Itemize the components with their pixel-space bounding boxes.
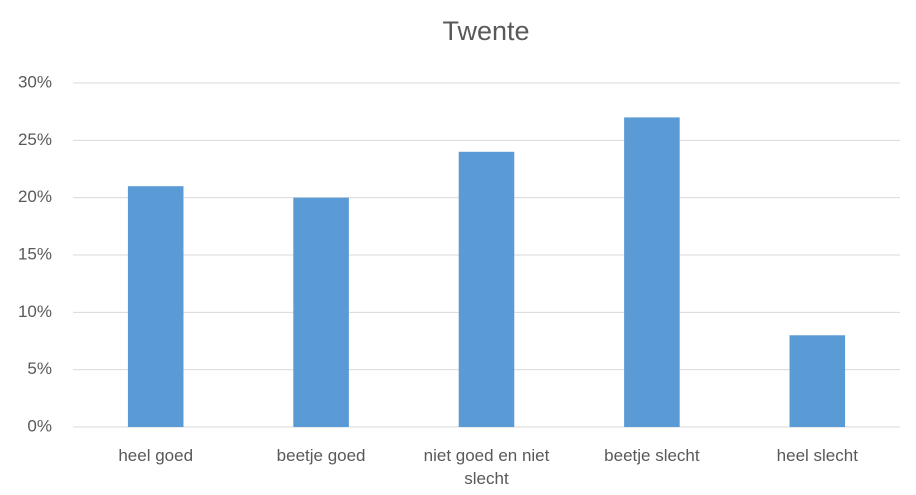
y-tick-label: 15%: [18, 244, 52, 263]
bar: [789, 335, 846, 427]
y-tick-label: 20%: [18, 187, 52, 206]
y-tick-label: 5%: [27, 359, 52, 378]
y-tick-label: 30%: [18, 72, 52, 91]
bar: [458, 151, 515, 428]
y-tick-label: 0%: [27, 416, 52, 435]
y-tick-label: 25%: [18, 130, 52, 149]
y-tick-label: 10%: [18, 302, 52, 321]
bar: [624, 117, 680, 428]
chart-title: Twente: [442, 16, 529, 46]
x-tick-label: beetje goed: [276, 446, 366, 465]
bar: [127, 186, 184, 427]
bar: [293, 197, 349, 427]
x-tick-label: niet goed en niet slecht: [423, 446, 550, 488]
x-tick-label: heel goed: [118, 446, 194, 465]
x-tick-label: heel slecht: [776, 446, 858, 465]
x-tick-label: beetje slecht: [604, 446, 700, 465]
